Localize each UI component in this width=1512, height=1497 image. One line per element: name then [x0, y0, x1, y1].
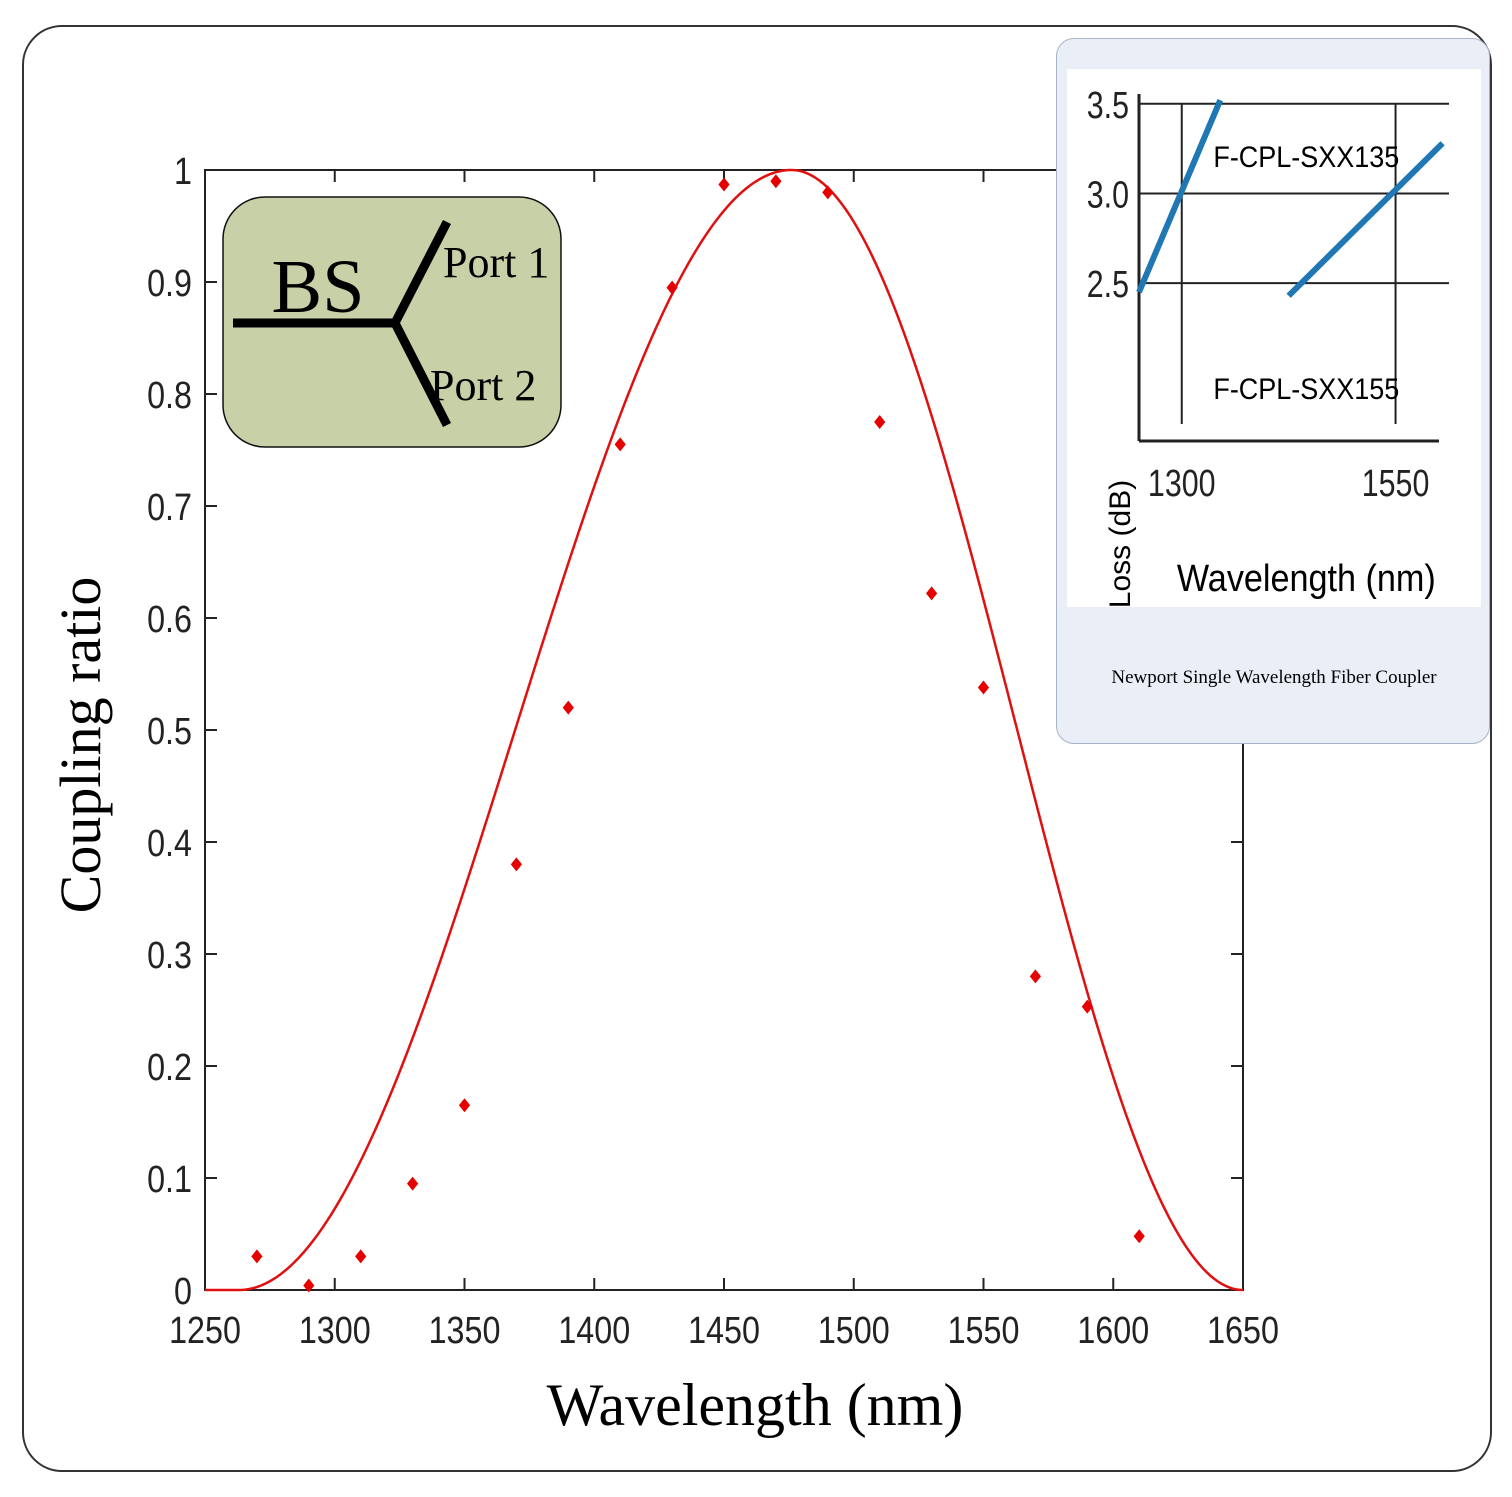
inset-y-axis-label: Loss (dB): [1104, 480, 1137, 608]
inset-x-axis-label: Wavelength (nm): [1177, 556, 1436, 599]
inset-series-label-2: F-CPL-SXX155: [1213, 373, 1399, 407]
x-tick-label: 1450: [688, 1310, 760, 1352]
y-tick-label: 0.9: [147, 263, 192, 305]
data-point: [1029, 969, 1041, 984]
x-tick-label: 1600: [1077, 1310, 1149, 1352]
inset-x-tick-label: 1300: [1148, 463, 1216, 505]
y-tick-label: 0.4: [147, 823, 192, 865]
y-tick-label: 0.3: [147, 935, 192, 977]
bs-label: BS: [272, 245, 365, 329]
y-tick-label: 0.1: [147, 1159, 192, 1201]
measured-markers: [251, 174, 1145, 1293]
inset-y-tick-label: 3.5: [1087, 85, 1129, 127]
y-tick-label: 0.7: [147, 487, 192, 529]
data-point: [562, 700, 574, 715]
inset-series-line: [1286, 141, 1445, 298]
data-point: [510, 857, 522, 872]
y-tick-label: 0.2: [147, 1047, 192, 1089]
data-point: [926, 586, 938, 601]
x-tick-label: 1350: [429, 1310, 501, 1352]
data-point: [458, 1098, 471, 1113]
data-point: [874, 415, 886, 429]
fit-curve: [205, 168, 1244, 1292]
data-point: [1133, 1229, 1145, 1244]
y-tick-label: 0.6: [147, 599, 192, 641]
y-tick-label: 0: [174, 1271, 192, 1313]
inset-series-line: [1136, 99, 1224, 294]
x-axis-label: Wavelength (nm): [547, 1372, 964, 1438]
x-tick-label: 1550: [948, 1310, 1020, 1352]
data-point: [303, 1278, 315, 1293]
data-point: [822, 185, 834, 200]
inset-tick-label-group: 2.5 3.0 3.5 1300 1550: [1087, 85, 1430, 505]
data-point: [1081, 999, 1093, 1014]
bs-diagram: BS Port 1 Port 2: [222, 196, 562, 448]
x-tick-label: 1650: [1207, 1310, 1279, 1352]
y-tick-label: 0.8: [147, 375, 192, 417]
data-point: [666, 280, 678, 295]
inset-y-tick-label: 3.0: [1087, 174, 1129, 216]
data-point: [614, 437, 626, 452]
data-point: [407, 1176, 419, 1191]
y-junction-icon: [233, 219, 452, 428]
data-point: [251, 1249, 263, 1264]
x-tick-label: 1500: [818, 1310, 890, 1352]
data-point: [977, 680, 990, 695]
inset-chart: 2.5 3.0 3.5 1300 1550 F-CPL-SXX135 F-CPL-SXX…: [1067, 69, 1481, 688]
x-tick-label: 1400: [558, 1310, 630, 1352]
inset-series-label-1: F-CPL-SXX135: [1213, 141, 1399, 175]
inset-card: 2.5 3.0 3.5 1300 1550 F-CPL-SXX135 F-CPL-SXX…: [1056, 38, 1490, 744]
y-tick-label: 0.5: [147, 711, 192, 753]
port2-label: Port 2: [430, 361, 536, 410]
data-point: [718, 177, 730, 192]
y-axis-label: Coupling ratio: [48, 577, 113, 914]
inset-plot-background: [1067, 69, 1481, 607]
x-tick-label: 1300: [299, 1310, 371, 1352]
inset-caption: Newport Single Wavelength Fiber Coupler: [1111, 667, 1437, 688]
x-tick-label: 1250: [169, 1310, 241, 1352]
data-point: [770, 174, 782, 189]
data-point: [355, 1249, 367, 1264]
inset-grid: [1137, 94, 1449, 443]
main-tick-label-group: 1250 1300 1350 1400 1450 1500 1550 1600 1650 0 0.1…: [147, 151, 1279, 1352]
inset-x-tick-label: 1550: [1362, 463, 1430, 505]
y-tick-label: 1: [174, 151, 192, 193]
port1-label: Port 1: [443, 238, 549, 287]
inset-y-tick-label: 2.5: [1087, 264, 1129, 306]
inset-series-group: [1136, 99, 1445, 298]
